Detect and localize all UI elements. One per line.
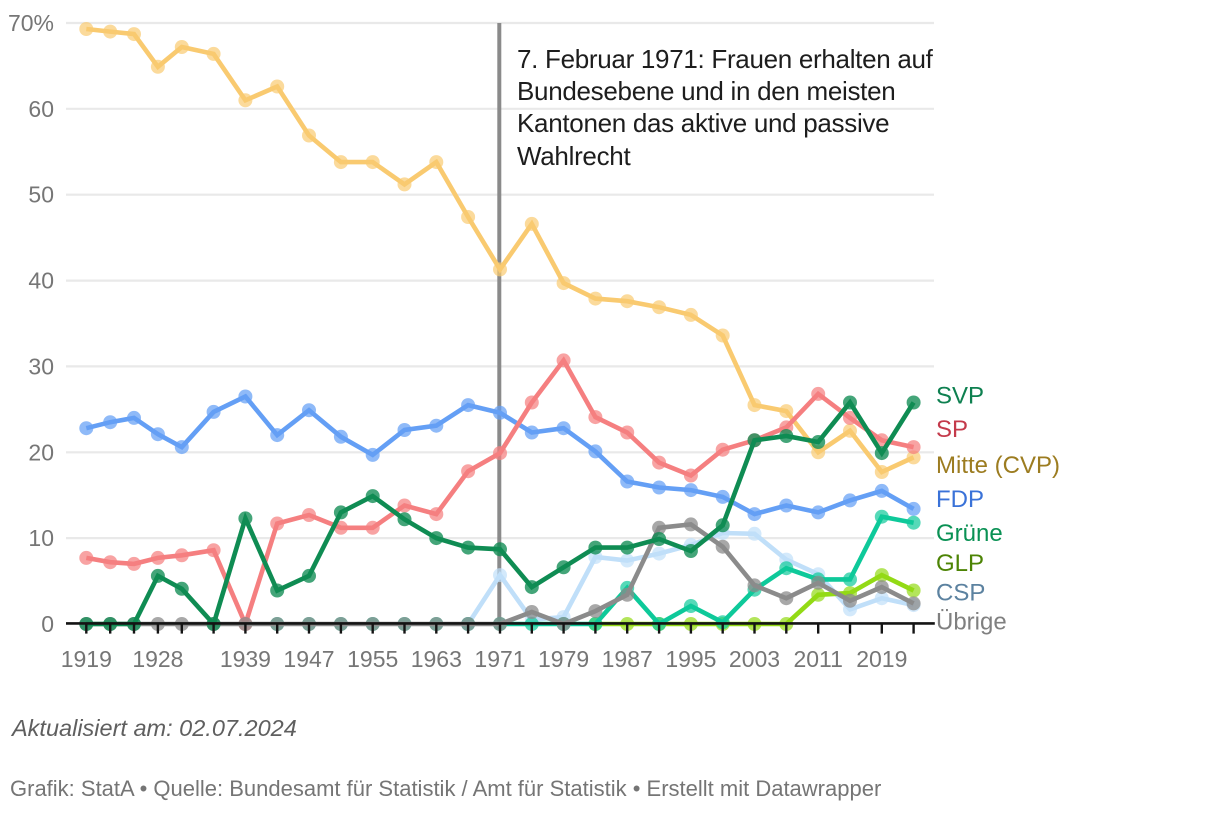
svg-text:20: 20 (28, 439, 54, 465)
svg-text:1979: 1979 (538, 646, 589, 672)
svg-text:10: 10 (28, 525, 54, 551)
svg-text:1919: 1919 (61, 646, 112, 672)
svg-text:1939: 1939 (220, 646, 271, 672)
svg-text:Mitte (CVP): Mitte (CVP) (936, 452, 1060, 479)
svg-text:Grüne: Grüne (936, 520, 1003, 547)
svg-text:1955: 1955 (347, 646, 398, 672)
svg-text:CSP: CSP (936, 579, 985, 606)
svg-text:1928: 1928 (132, 646, 183, 672)
svg-text:1947: 1947 (283, 646, 334, 672)
svg-text:1995: 1995 (665, 646, 716, 672)
svg-text:50: 50 (28, 182, 54, 208)
svg-text:Übrige: Übrige (936, 609, 1007, 636)
svg-text:70%: 70% (8, 10, 54, 36)
svg-text:SVP: SVP (936, 383, 984, 410)
svg-text:2011: 2011 (793, 646, 842, 672)
svg-text:30: 30 (28, 353, 54, 379)
svg-text:1963: 1963 (411, 646, 462, 672)
svg-text:FDP: FDP (936, 486, 984, 513)
svg-text:SP: SP (936, 416, 968, 443)
svg-text:1987: 1987 (602, 646, 653, 672)
svg-text:60: 60 (28, 96, 54, 122)
svg-text:1971: 1971 (474, 646, 525, 672)
svg-text:0: 0 (41, 611, 54, 637)
svg-text:2019: 2019 (856, 646, 907, 672)
svg-text:GLP: GLP (936, 550, 984, 577)
svg-text:2003: 2003 (729, 646, 780, 672)
svg-text:40: 40 (28, 268, 54, 294)
